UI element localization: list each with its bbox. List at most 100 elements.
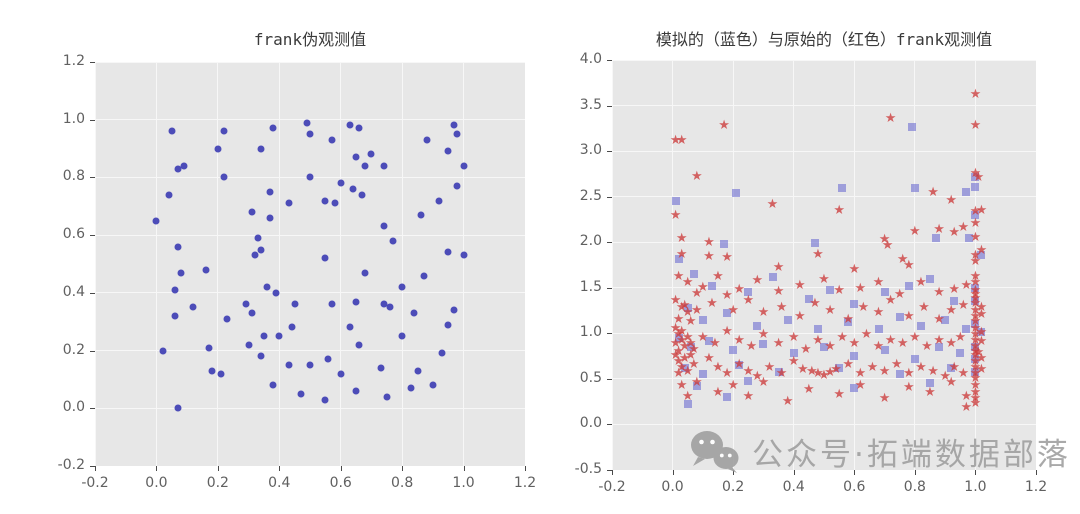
- scatter-point-dot: [346, 121, 354, 129]
- watermark-text: 公众号·拓端数据部落: [752, 436, 1071, 473]
- scatter-point-square: [971, 297, 980, 306]
- scatter-point-dot: [420, 272, 428, 280]
- scatter-point-star: ★: [703, 350, 715, 366]
- scatter-point-dot: [321, 396, 329, 404]
- scatter-point-dot: [380, 222, 388, 230]
- gridline: [974, 60, 976, 470]
- scatter-point-star: ★: [669, 207, 682, 223]
- scatter-point-dot: [260, 332, 268, 340]
- scatter-point-star: ★: [681, 388, 694, 404]
- scatter-point-dot: [257, 145, 265, 153]
- scatter-point-star: ★: [842, 357, 855, 373]
- scatter-point-dot: [450, 121, 458, 129]
- scatter-point-star: ★: [848, 261, 861, 277]
- scatter-point-star: ★: [833, 387, 845, 403]
- scatter-point-star: ★: [709, 336, 721, 352]
- scatter-point-square: [683, 400, 692, 409]
- scatter-point-star: ★: [672, 268, 685, 284]
- scatter-point-dot: [217, 370, 225, 378]
- scatter-point-star: ★: [969, 296, 982, 312]
- scatter-point-dot: [306, 173, 314, 181]
- scatter-point-star: ★: [915, 275, 927, 291]
- scatter-point-star: ★: [969, 308, 982, 324]
- scatter-point-star: ★: [945, 375, 958, 391]
- scatter-point-dot: [291, 300, 299, 308]
- scatter-point-star: ★: [824, 338, 836, 354]
- scatter-point-square: [783, 315, 792, 324]
- scatter-point-star: ★: [712, 359, 724, 375]
- scatter-point-dot: [257, 246, 265, 254]
- x-tick-label: 0.2: [722, 479, 745, 495]
- x-tick-label: -0.2: [598, 479, 626, 495]
- scatter-point-star: ★: [669, 132, 682, 148]
- scatter-point-star: ★: [793, 308, 806, 324]
- gridline: [95, 234, 525, 236]
- scatter-point-star: ★: [969, 354, 982, 370]
- scatter-point-dot: [337, 179, 345, 187]
- scatter-point-dot: [361, 269, 369, 277]
- gridline: [95, 350, 525, 352]
- scatter-point-square: [692, 382, 701, 391]
- gridline: [278, 62, 280, 466]
- gridline: [612, 332, 1036, 334]
- scatter-point-dot: [453, 182, 461, 190]
- scatter-point-square: [941, 315, 950, 324]
- scatter-point-square: [977, 327, 986, 336]
- x-tick-label: 0.2: [206, 475, 229, 491]
- gridline: [401, 62, 403, 466]
- scatter-point-square: [689, 270, 698, 279]
- y-tick-label: 1.0: [62, 110, 85, 127]
- scatter-point-star: ★: [678, 297, 691, 313]
- scatter-point-square: [907, 123, 916, 132]
- scatter-point-star: ★: [672, 354, 685, 370]
- scatter-point-star: ★: [975, 350, 988, 366]
- scatter-point-star: ★: [669, 320, 682, 336]
- scatter-point-dot: [152, 217, 160, 225]
- x-tick-mark: [340, 466, 342, 471]
- scatter-point-star: ★: [812, 332, 824, 348]
- scatter-point-square: [971, 172, 980, 181]
- gridline: [612, 378, 1036, 380]
- scatter-point-star: ★: [933, 285, 945, 301]
- x-tick-label: 0.6: [843, 479, 866, 495]
- x-tick-label: 0.8: [903, 479, 926, 495]
- scatter-point-star: ★: [860, 326, 873, 342]
- scatter-point-dot: [331, 199, 339, 207]
- scatter-point-star: ★: [884, 111, 897, 127]
- scatter-point-star: ★: [918, 299, 930, 315]
- scatter-point-dot: [297, 390, 305, 398]
- scatter-point-square: [962, 188, 971, 197]
- gridline: [612, 241, 1036, 243]
- scatter-point-square: [804, 294, 813, 303]
- scatter-point-star: ★: [960, 399, 973, 415]
- scatter-point-dot: [189, 303, 197, 311]
- scatter-point-star: ★: [669, 347, 682, 363]
- scatter-point-star: ★: [902, 366, 915, 382]
- y-tick-label: 1.0: [579, 324, 602, 341]
- scatter-point-dot: [410, 309, 418, 317]
- scatter-point-star: ★: [969, 338, 982, 354]
- scatter-point-star: ★: [960, 277, 973, 293]
- scatter-point-star: ★: [703, 248, 715, 264]
- scatter-point-dot: [168, 127, 176, 135]
- gridline: [95, 62, 525, 63]
- gridline: [340, 62, 342, 466]
- y-tick-mark: [90, 350, 95, 352]
- scatter-point-star: ★: [927, 363, 939, 379]
- scatter-point-square: [704, 336, 713, 345]
- scatter-point-star: ★: [960, 388, 973, 404]
- scatter-point-star: ★: [948, 359, 961, 375]
- scatter-point-star: ★: [824, 365, 836, 381]
- scatter-point-star: ★: [681, 329, 694, 345]
- scatter-point-dot: [389, 237, 397, 245]
- scatter-point-square: [971, 320, 980, 329]
- scatter-point-square: [880, 288, 889, 297]
- y-tick-label: -0.2: [57, 457, 85, 473]
- scatter-point-dot: [306, 130, 314, 138]
- y-tick-mark: [607, 196, 612, 198]
- scatter-point-star: ★: [775, 366, 788, 382]
- scatter-point-star: ★: [927, 184, 939, 200]
- scatter-point-dot: [444, 321, 452, 329]
- scatter-point-star: ★: [742, 363, 755, 379]
- scatter-point-star: ★: [954, 329, 967, 345]
